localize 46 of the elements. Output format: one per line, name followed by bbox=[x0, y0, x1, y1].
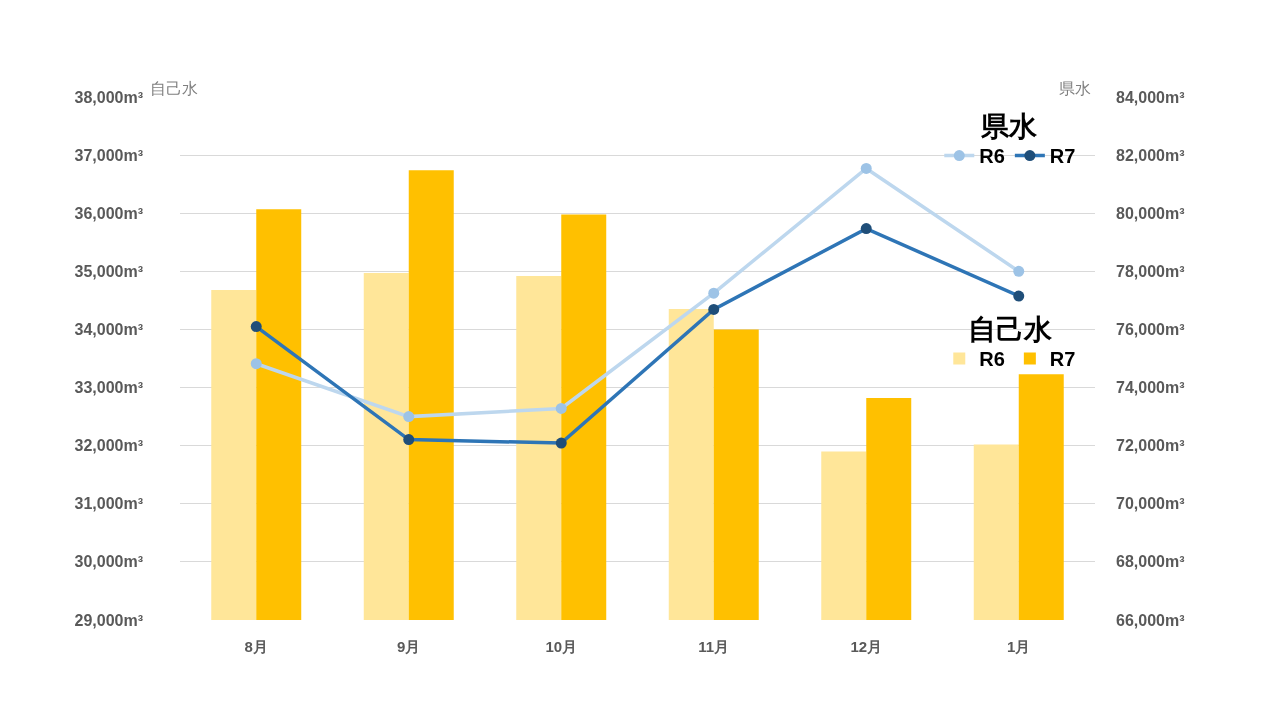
annotation: 県水 bbox=[980, 111, 1039, 143]
legend-label: R7 bbox=[1049, 145, 1076, 168]
x-tick-label: 12月 bbox=[850, 638, 883, 655]
x-tick-label: 9月 bbox=[397, 638, 421, 655]
y2-axis-title: 県水 bbox=[1059, 80, 1091, 97]
y-tick-label: 31,000m³ bbox=[74, 495, 143, 513]
x-tick-label: 10月 bbox=[545, 638, 578, 655]
y2-tick-label: 66,000m³ bbox=[1116, 611, 1185, 629]
point bbox=[403, 411, 415, 423]
point bbox=[403, 434, 415, 446]
y-tick-label: 36,000m³ bbox=[74, 204, 143, 222]
point bbox=[860, 223, 872, 235]
legend-label: R6 bbox=[979, 145, 1005, 168]
point bbox=[1013, 265, 1025, 277]
y2-tick-label: 84,000m³ bbox=[1116, 88, 1185, 106]
point bbox=[1013, 290, 1025, 302]
point bbox=[250, 321, 262, 333]
y-tick-label: 30,000m³ bbox=[74, 553, 143, 571]
point bbox=[555, 437, 567, 449]
point bbox=[555, 402, 567, 414]
legend-label: R7 bbox=[1049, 348, 1076, 371]
point bbox=[708, 303, 720, 315]
y-tick-label: 37,000m³ bbox=[74, 146, 143, 164]
y-tick-label: 32,000m³ bbox=[74, 437, 143, 455]
x-tick-label: 11月 bbox=[698, 638, 730, 655]
y2-tick-label: 78,000m³ bbox=[1116, 262, 1185, 280]
y2-tick-label: 70,000m³ bbox=[1116, 495, 1185, 513]
point bbox=[860, 162, 872, 174]
y2-tick-label: 74,000m³ bbox=[1116, 379, 1185, 397]
y-axis-title: 自己水 bbox=[150, 80, 198, 97]
y-tick-label: 34,000m³ bbox=[74, 321, 143, 339]
y-tick-label: 33,000m³ bbox=[74, 379, 143, 397]
y-tick-label: 38,000m³ bbox=[74, 88, 143, 106]
y2-tick-label: 68,000m³ bbox=[1116, 553, 1185, 571]
x-tick-label: 1月 bbox=[1007, 638, 1031, 655]
y2-tick-label: 80,000m³ bbox=[1116, 204, 1185, 222]
point bbox=[708, 287, 720, 299]
y-tick-label: 35,000m³ bbox=[74, 262, 143, 280]
y-tick-label: 29,000m³ bbox=[74, 611, 143, 629]
point bbox=[250, 358, 262, 370]
x-tick-label: 8月 bbox=[244, 638, 268, 655]
y2-tick-label: 76,000m³ bbox=[1116, 321, 1185, 339]
legend-label: R6 bbox=[979, 348, 1005, 371]
y2-tick-label: 82,000m³ bbox=[1116, 146, 1185, 164]
annotation: 自己水 bbox=[967, 313, 1053, 345]
y2-tick-label: 72,000m³ bbox=[1116, 437, 1185, 455]
